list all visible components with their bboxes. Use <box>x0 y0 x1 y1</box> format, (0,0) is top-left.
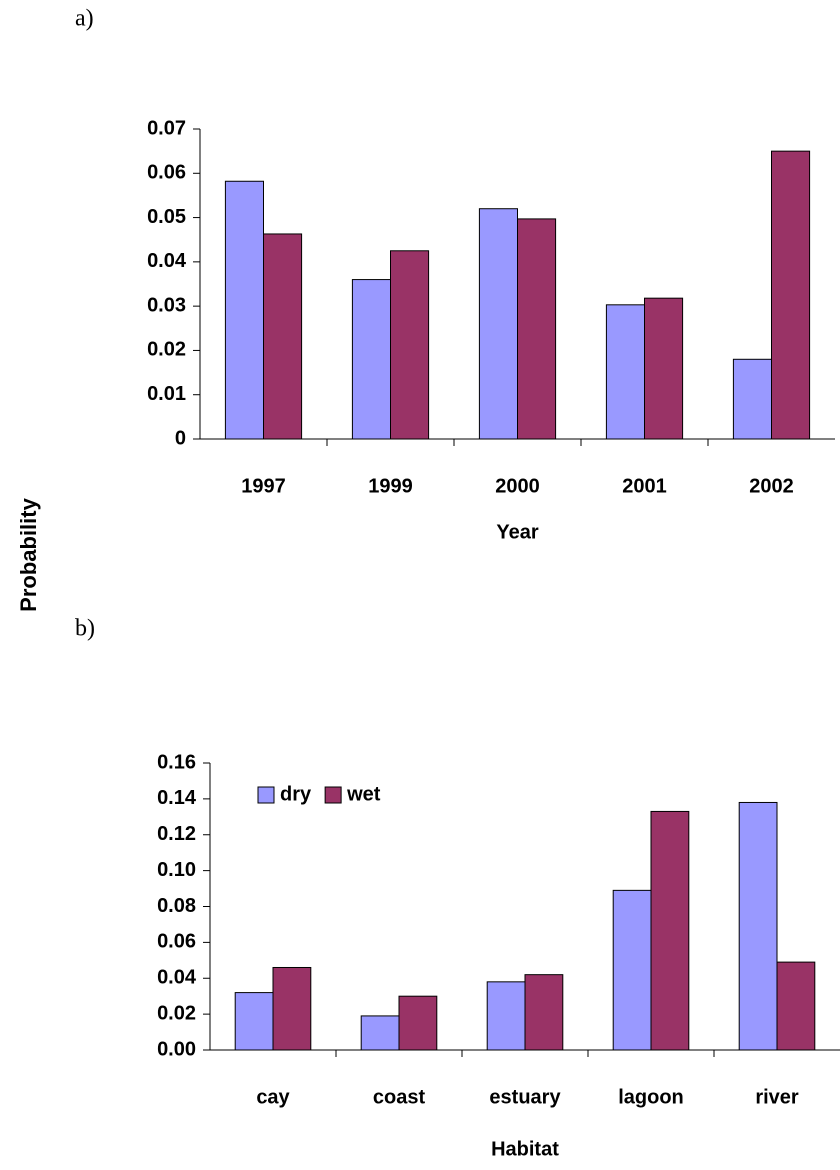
bar <box>524 974 564 1051</box>
x-axis-title: Year <box>496 521 538 543</box>
bar <box>650 810 690 1051</box>
bar <box>605 304 646 440</box>
y-tick-label: 0.06 <box>157 931 196 953</box>
bar <box>398 995 438 1051</box>
x-tick-label: lagoon <box>618 1086 684 1108</box>
bar <box>234 992 274 1051</box>
bar <box>390 250 430 440</box>
bar <box>732 358 773 440</box>
legend-swatch <box>324 786 342 804</box>
x-tick-label: 2000 <box>495 475 540 497</box>
y-tick-label: 0.10 <box>157 859 196 881</box>
y-tick-label: 0.04 <box>147 250 187 272</box>
x-tick-label: coast <box>373 1086 426 1108</box>
y-tick-label: 0.14 <box>157 787 197 809</box>
bar <box>738 801 778 1051</box>
panel-label: b) <box>75 616 95 642</box>
legend-label: dry <box>280 783 312 805</box>
y-tick-label: 0.16 <box>157 751 196 773</box>
legend-label: wet <box>346 783 381 805</box>
y-tick-label: 0.03 <box>147 294 186 316</box>
x-axis-title: Habitat <box>491 1138 559 1160</box>
y-tick-label: 0 <box>175 427 186 449</box>
bar <box>272 966 312 1051</box>
y-tick-label: 0.02 <box>157 1002 196 1024</box>
y-tick-label: 0.05 <box>147 206 186 228</box>
bar <box>771 150 811 440</box>
bar <box>776 961 816 1051</box>
bar <box>478 208 518 440</box>
bar <box>486 981 526 1051</box>
x-tick-label: cay <box>256 1086 290 1108</box>
y-axis-title: Probability <box>16 497 41 611</box>
y-tick-label: 0.12 <box>157 823 196 845</box>
bar <box>517 218 557 440</box>
x-tick-label: 1999 <box>368 475 413 497</box>
x-tick-label: 2002 <box>749 475 794 497</box>
bar <box>263 233 303 440</box>
y-tick-label: 0.04 <box>157 967 197 989</box>
x-tick-label: 2001 <box>622 475 667 497</box>
bar <box>224 180 264 440</box>
x-tick-label: estuary <box>489 1086 561 1108</box>
x-tick-label: 1997 <box>241 475 286 497</box>
bar <box>644 297 684 440</box>
legend-swatch <box>257 786 275 804</box>
x-tick-label: river <box>755 1086 799 1108</box>
bar <box>612 889 652 1051</box>
y-tick-label: 0.07 <box>147 117 186 139</box>
panel-label: a) <box>75 6 94 32</box>
y-tick-label: 0.02 <box>147 339 186 361</box>
bar <box>360 1015 400 1051</box>
y-tick-label: 0.00 <box>157 1038 196 1060</box>
y-tick-label: 0.08 <box>157 895 196 917</box>
bar <box>351 279 391 440</box>
y-tick-label: 0.01 <box>147 383 186 405</box>
y-tick-label: 0.06 <box>147 162 186 184</box>
